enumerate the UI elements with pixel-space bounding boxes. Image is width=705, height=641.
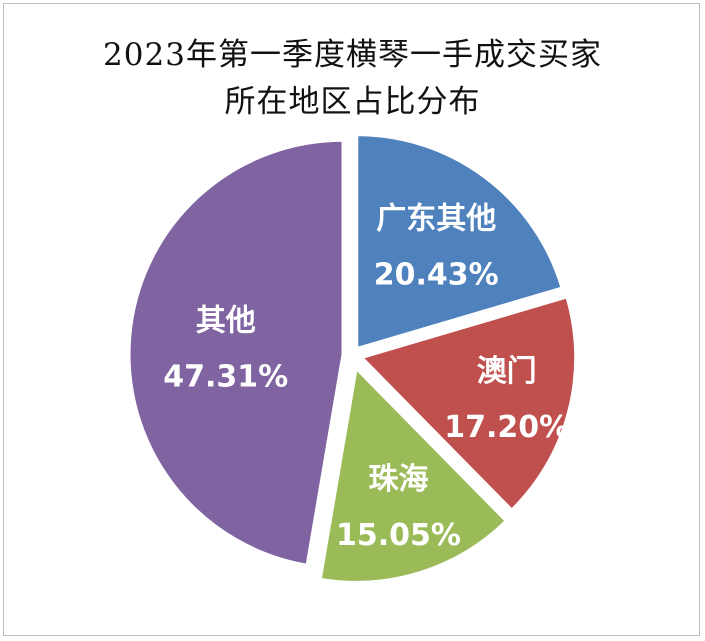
pie-slice-1 bbox=[360, 295, 578, 512]
slice-label-2: 珠海 bbox=[368, 462, 428, 497]
slice-label-3: 其他 bbox=[196, 303, 256, 338]
slice-value-label-1: 17.20% bbox=[444, 410, 569, 445]
slice-value-label-3: 47.31% bbox=[163, 359, 288, 394]
slice-label-1: 澳门 bbox=[477, 354, 537, 389]
slice-value-label-0: 20.43% bbox=[374, 257, 499, 292]
pie-slice-0 bbox=[355, 133, 564, 351]
slice-value-label-2: 15.05% bbox=[336, 518, 461, 553]
chart-title-line-2: 所在地区占比分布 bbox=[224, 84, 481, 120]
pie-slice-3 bbox=[127, 138, 345, 567]
chart-title-line-1: 2023年第一季度横琴一手成交买家 bbox=[103, 37, 602, 73]
pie-slice-2 bbox=[318, 366, 508, 584]
slice-label-0: 广东其他 bbox=[376, 201, 496, 236]
